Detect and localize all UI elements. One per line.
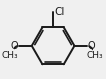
Text: Cl: Cl [54, 7, 64, 17]
Text: O: O [11, 41, 19, 51]
Text: CH₃: CH₃ [86, 51, 103, 60]
Text: CH₃: CH₃ [2, 51, 19, 60]
Text: O: O [88, 41, 95, 51]
